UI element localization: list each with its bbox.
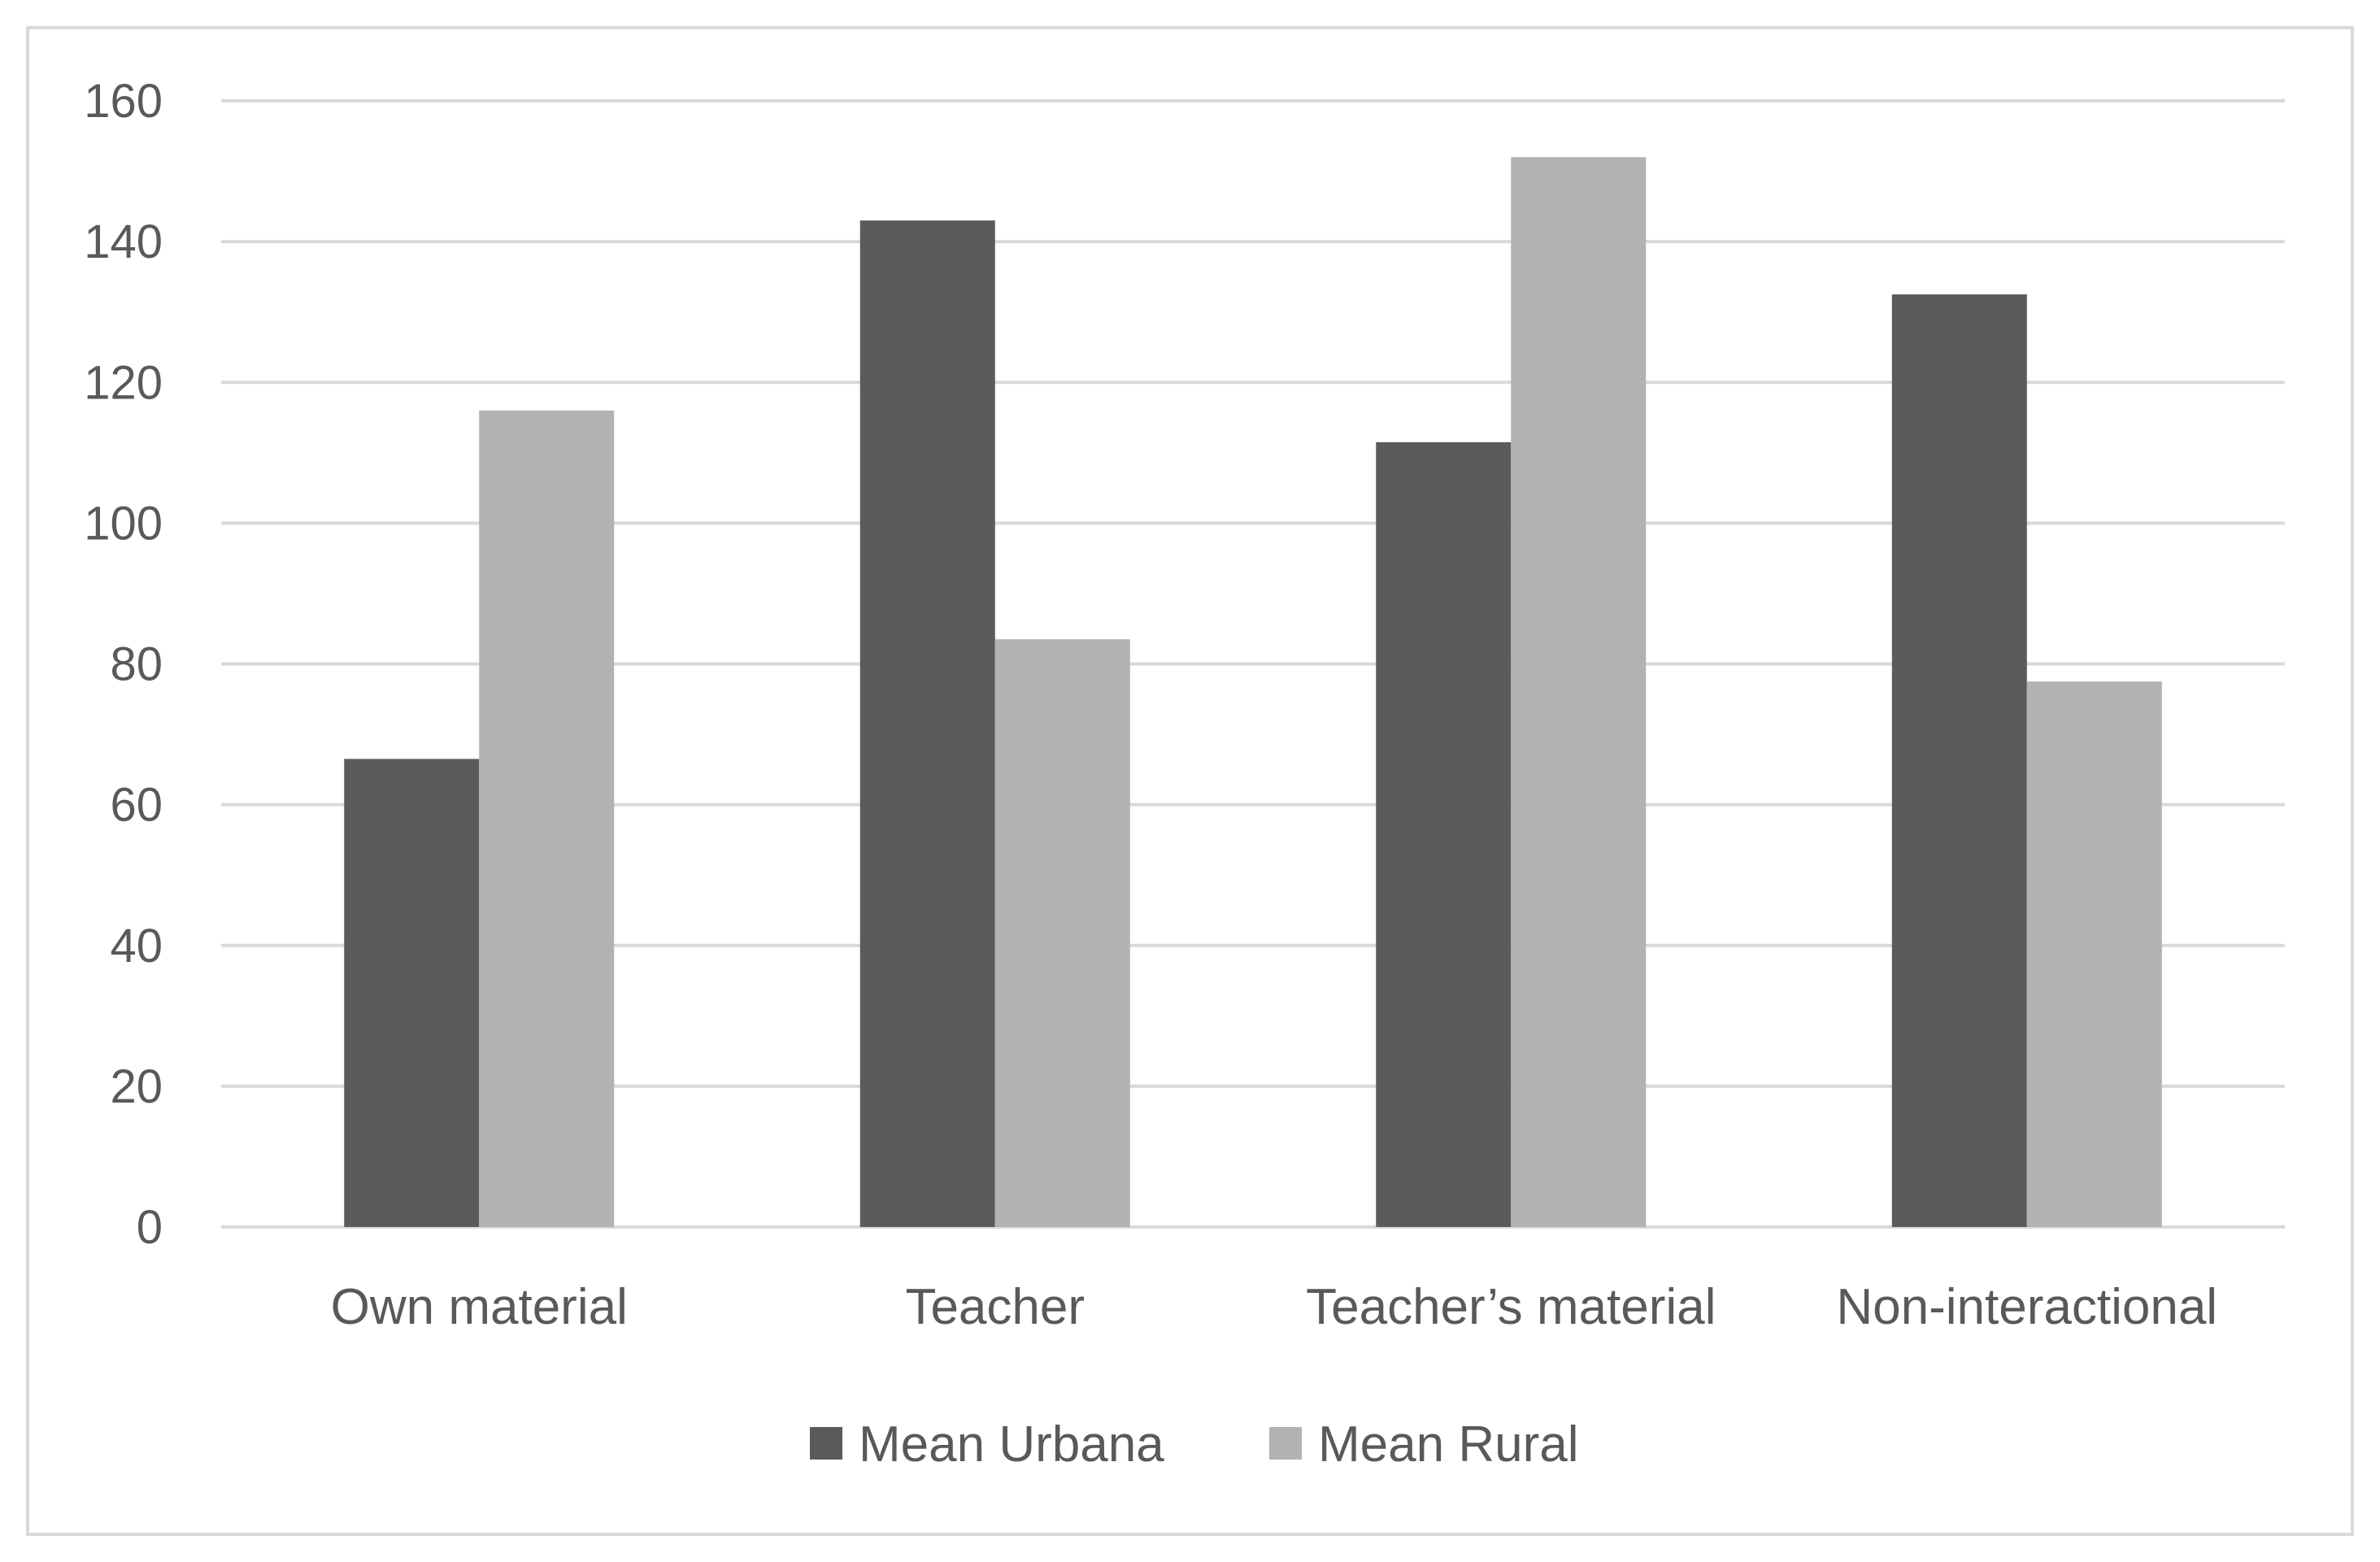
legend-label-mean-urbana: Mean Urbana (859, 1416, 1164, 1473)
x-axis-category-labels: Own material Teacher Teacher’s material Non… (331, 1279, 2217, 1335)
y-tick-label-120: 120 (84, 356, 163, 409)
y-tick-label-80: 80 (110, 638, 163, 691)
legend-swatch-mean-urbana (810, 1427, 842, 1460)
x-category-label-1: Own material (331, 1279, 628, 1335)
y-axis-tick-labels: 0 20 40 60 80 100 120 140 160 (84, 75, 163, 1254)
y-tick-label-40: 40 (110, 920, 163, 972)
bar-mean-urbana-2 (859, 220, 995, 1227)
legend: Mean Urbana Mean Rural (810, 1416, 1578, 1473)
y-tick-label-0: 0 (137, 1201, 163, 1254)
bars (344, 157, 2162, 1227)
bar-mean-rural-1 (479, 410, 615, 1227)
y-tick-label-20: 20 (110, 1060, 163, 1113)
legend-label-mean-rural: Mean Rural (1318, 1416, 1578, 1473)
bar-mean-rural-4 (2026, 681, 2162, 1227)
x-category-label-4: Non-interactional (1836, 1279, 2217, 1335)
x-category-label-2: Teacher (905, 1279, 1085, 1335)
bar-mean-urbana-1 (344, 759, 480, 1227)
y-tick-label-100: 100 (84, 497, 163, 550)
y-tick-label-140: 140 (84, 215, 163, 268)
bar-mean-urbana-4 (1891, 294, 2027, 1227)
bar-mean-urbana-3 (1376, 442, 1512, 1227)
y-tick-label-160: 160 (84, 75, 163, 128)
bar-mean-rural-3 (1511, 157, 1647, 1227)
bar-mean-rural-2 (994, 639, 1130, 1227)
legend-swatch-mean-rural (1269, 1427, 1302, 1460)
x-category-label-3: Teacher’s material (1306, 1279, 1716, 1335)
y-tick-label-60: 60 (110, 779, 163, 832)
